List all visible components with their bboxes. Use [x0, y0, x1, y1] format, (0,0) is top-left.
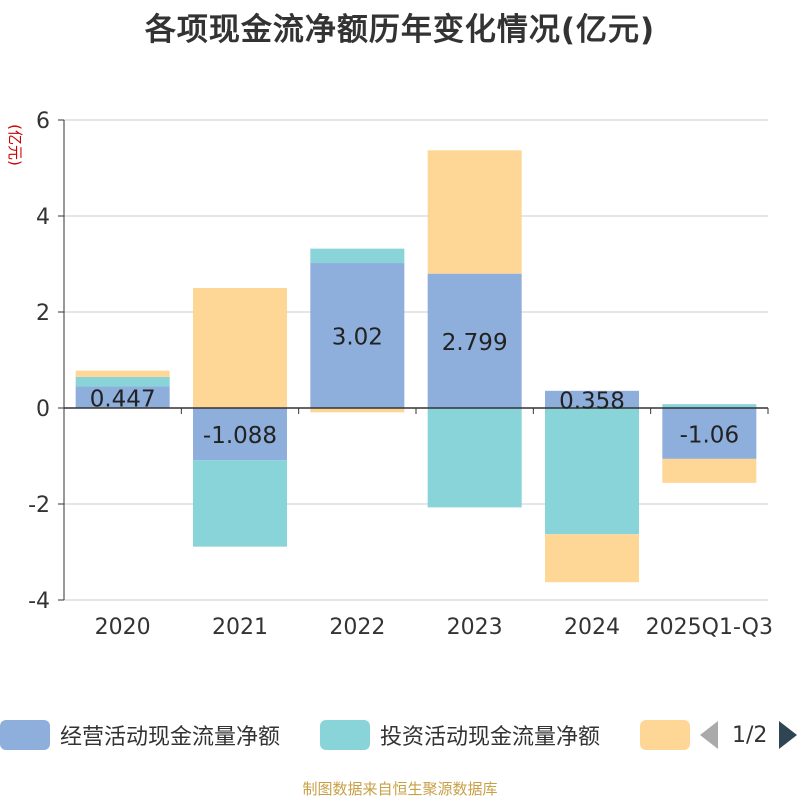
- y-tick-label: 6: [36, 109, 50, 134]
- legend-label-investing: 投资活动现金流量净额: [380, 725, 601, 750]
- bar-operating-2020: [75, 386, 170, 408]
- pager-next-icon[interactable]: [779, 721, 798, 749]
- bar-financing-2021: [193, 288, 287, 408]
- bar-investing-2023: [427, 408, 522, 508]
- pager-prev-icon[interactable]: [700, 721, 718, 749]
- x-tick-label: 2025Q1-Q3: [646, 615, 773, 640]
- legend-label-operating: 经营活动现金流量净额: [60, 725, 281, 750]
- bar-financing-2020: [75, 370, 170, 377]
- bar-financing-2025Q1-Q3: [662, 458, 757, 483]
- x-tick-label: 2022: [329, 615, 385, 640]
- y-tick-label: 4: [36, 205, 50, 230]
- data-label: 2.799: [442, 330, 508, 356]
- x-tick-label: 2021: [212, 615, 268, 640]
- legend-swatch-operating: [0, 720, 50, 750]
- source-footer: 制图数据来自恒生聚源数据库: [302, 780, 498, 798]
- bar-investing-2022: [310, 248, 405, 264]
- bar-investing-2024: [545, 408, 639, 535]
- bar-operating-2024: [545, 390, 639, 408]
- x-tick-label: 2023: [447, 615, 503, 640]
- y-tick-label: -4: [28, 589, 50, 614]
- bar-financing-2023: [427, 150, 522, 274]
- legend-item-operating[interactable]: 经营活动现金流量净额: [0, 716, 280, 754]
- data-label: -1.06: [680, 422, 740, 448]
- bar-investing-2021: [193, 460, 287, 547]
- bar-operating-2022: [310, 263, 405, 408]
- bar-financing-2024: [545, 534, 639, 583]
- y-tick-label: 0: [36, 397, 50, 422]
- data-label: 0.358: [559, 388, 625, 414]
- legend-item-investing[interactable]: 投资活动现金流量净额: [320, 716, 600, 754]
- legend-swatch-financing: [640, 720, 690, 750]
- chart-title: 各项现金流净额历年变化情况(亿元): [144, 12, 656, 48]
- pager-text: 1/2: [732, 722, 768, 748]
- bar-operating-2021: [193, 408, 287, 461]
- bar-financing-2022: [310, 408, 405, 413]
- legend-swatch-investing: [320, 720, 370, 750]
- y-axis-label: (亿元): [6, 124, 24, 166]
- data-label: 0.447: [90, 386, 156, 412]
- data-label: 3.02: [332, 325, 383, 351]
- bar-investing-2020: [75, 376, 170, 387]
- x-tick-label: 2024: [564, 615, 620, 640]
- y-tick-label: 2: [36, 301, 50, 326]
- y-tick-label: -2: [28, 493, 50, 518]
- legend-pager: 1/2: [700, 716, 798, 754]
- bar-investing-2025Q1-Q3: [662, 404, 757, 408]
- bar-operating-2023: [427, 273, 522, 408]
- x-tick-label: 2020: [95, 615, 151, 640]
- legend: 经营活动现金流量净额 投资活动现金流量净额 1/2: [0, 716, 800, 754]
- legend-item-financing[interactable]: [640, 716, 700, 754]
- bar-operating-2025Q1-Q3: [662, 408, 757, 459]
- data-label: -1.088: [203, 423, 277, 449]
